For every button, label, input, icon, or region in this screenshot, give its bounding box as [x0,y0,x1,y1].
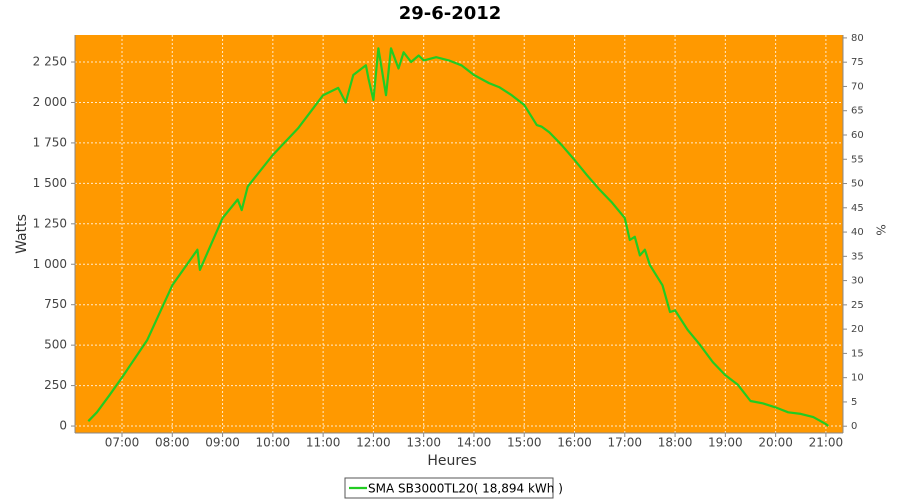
y2-tick-label: 65 [851,106,864,117]
y-tick-label: 1 500 [33,176,67,190]
x-tick-label: 10:00 [256,436,291,450]
legend-label: SMA SB3000TL20( 18,894 kWh ) [368,482,563,496]
x-tick-label: 16:00 [557,436,592,450]
y2-tick-label: 55 [851,154,864,165]
x-axis-label: Heures [427,453,476,469]
y-tick-label: 250 [44,378,67,392]
y-tick-label: 2 000 [33,95,67,109]
y-tick-label: 500 [44,338,67,352]
y2-tick-label: 10 [851,373,864,384]
y2-tick-label: 75 [851,57,864,68]
x-tick-label: 17:00 [607,436,642,450]
x-tick-label: 21:00 [809,436,844,450]
x-tick-label: 19:00 [708,436,743,450]
x-tick-label: 13:00 [406,436,441,450]
y2-tick-label: 70 [851,81,864,92]
y-tick-label: 750 [44,297,67,311]
y-tick-label: 0 [59,419,67,433]
y-tick-label: 1 250 [33,216,67,230]
y-tick-label: 1 000 [33,257,67,271]
plot-area [75,35,843,433]
x-tick-label: 07:00 [105,436,140,450]
y-axis-label: Watts [14,214,30,254]
x-tick-label: 18:00 [658,436,693,450]
y2-tick-label: 35 [851,251,864,262]
y2-tick-label: 5 [851,397,857,408]
y2-axis-label: % [874,224,888,235]
y2-tick-label: 0 [851,421,857,432]
x-tick-label: 20:00 [758,436,793,450]
y-tick-label: 1 750 [33,135,67,149]
x-tick-label: 08:00 [155,436,190,450]
x-tick-label: 12:00 [356,436,391,450]
x-tick-label: 14:00 [457,436,492,450]
legend-box [344,477,554,499]
y-tick-label: 2 250 [33,55,67,69]
y2-tick-label: 30 [851,276,864,287]
y2-tick-label: 25 [851,300,864,311]
y2-tick-label: 50 [851,179,864,190]
x-tick-label: 09:00 [205,436,240,450]
y2-tick-label: 45 [851,203,864,214]
chart-title: 29-6-2012 [399,3,502,24]
y2-tick-label: 80 [851,33,864,44]
series-line [87,47,830,427]
x-tick-label: 15:00 [507,436,542,450]
y2-tick-label: 40 [851,227,864,238]
y2-tick-label: 20 [851,324,864,335]
x-tick-label: 11:00 [306,436,341,450]
y2-tick-label: 15 [851,348,864,359]
y2-tick-label: 60 [851,130,864,141]
